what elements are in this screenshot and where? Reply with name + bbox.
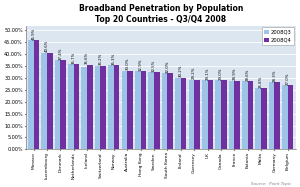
Bar [141, 71, 146, 149]
Title: Broadband Penetration by Population
Top 20 Countries - Q3/Q4 2008: Broadband Penetration by Population Top … [79, 4, 243, 24]
Bar [122, 71, 127, 149]
Text: 32.0%: 32.0% [165, 60, 169, 73]
Bar [162, 73, 167, 149]
Bar [108, 65, 114, 149]
Bar [127, 71, 133, 149]
Bar [68, 65, 74, 149]
Bar [269, 82, 274, 149]
Bar [34, 40, 39, 149]
Text: 35.6%: 35.6% [85, 52, 89, 64]
Bar [60, 60, 66, 149]
Text: 29.0%: 29.0% [219, 68, 223, 80]
Text: 45.9%: 45.9% [32, 27, 36, 40]
Bar [202, 80, 208, 149]
Text: 25.8%: 25.8% [259, 75, 263, 88]
Bar [87, 65, 93, 149]
Bar [229, 81, 234, 149]
Text: 28.3%: 28.3% [272, 69, 276, 82]
Bar [167, 73, 173, 149]
Legend: 2008Q3, 2008Q4: 2008Q3, 2008Q4 [262, 27, 294, 45]
Text: 32.5%: 32.5% [152, 59, 156, 72]
Bar [255, 88, 261, 149]
Text: 33.0%: 33.0% [125, 58, 129, 70]
Bar [274, 82, 280, 149]
Text: 40.6%: 40.6% [45, 40, 49, 52]
Text: 27.0%: 27.0% [286, 72, 290, 85]
Bar [248, 81, 253, 149]
Bar [95, 66, 100, 149]
Bar [175, 78, 181, 149]
Text: 37.4%: 37.4% [58, 47, 62, 60]
Bar [47, 53, 52, 149]
Text: 35.7%: 35.7% [72, 52, 76, 64]
Text: 30.2%: 30.2% [179, 65, 183, 77]
Bar [41, 53, 47, 149]
Bar [188, 80, 194, 149]
Bar [55, 60, 60, 149]
Bar [215, 80, 221, 149]
Bar [82, 67, 87, 149]
Text: 29.1%: 29.1% [206, 67, 209, 80]
Text: Source:  Point Topic: Source: Point Topic [251, 182, 291, 186]
Bar [148, 72, 154, 149]
Bar [114, 65, 119, 149]
Bar [282, 85, 288, 149]
Bar [234, 81, 240, 149]
Text: 35.3%: 35.3% [112, 53, 116, 65]
Bar [135, 71, 141, 149]
Bar [208, 80, 213, 149]
Bar [221, 80, 226, 149]
Bar [288, 85, 293, 149]
Text: 35.2%: 35.2% [98, 53, 103, 65]
Bar [181, 78, 186, 149]
Bar [28, 40, 34, 149]
Text: 29.2%: 29.2% [192, 67, 196, 79]
Bar [154, 72, 160, 149]
Bar [100, 66, 106, 149]
Text: 28.6%: 28.6% [246, 68, 250, 81]
Text: 28.9%: 28.9% [232, 68, 236, 80]
Bar [261, 88, 267, 149]
Bar [74, 65, 80, 149]
Bar [242, 81, 248, 149]
Text: 32.9%: 32.9% [139, 58, 142, 71]
Bar [194, 80, 200, 149]
